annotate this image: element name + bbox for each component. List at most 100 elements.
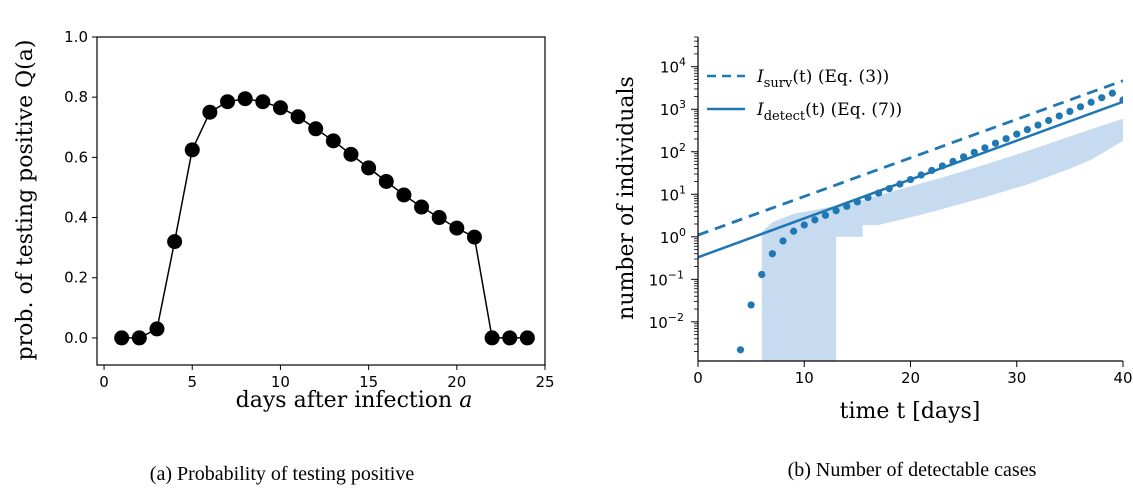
detectable-cases-point [736, 346, 745, 354]
detectable-cases-point [1066, 107, 1074, 115]
x-tick-label: 40 [1113, 369, 1132, 387]
q-data-point [325, 133, 341, 149]
detectable-cases-point [1098, 94, 1106, 102]
panel-a-y-ticks: 0.0 0.2 0.4 0.6 0.8 1.0 [64, 28, 97, 347]
detectable-cases-point [1013, 130, 1021, 138]
detectable-cases-point [991, 139, 1000, 147]
panel-b: 0 10 20 30 40 104 103 102 101 100 10−1 10−2 Isurv(… [614, 36, 1133, 481]
detectable-cases-point [811, 216, 819, 224]
panel-b-y-axis-label: number of individuals [614, 76, 639, 320]
detectable-cases-point [917, 171, 925, 179]
detectable-cases-point [1002, 135, 1010, 143]
detectable-cases-point [938, 162, 946, 170]
panel-b-y-ticks: 104 103 102 101 100 10−1 10−2 [649, 36, 698, 352]
detectable-cases-point [928, 166, 936, 175]
q-data-point [484, 330, 500, 346]
q-data-point [378, 173, 394, 189]
y-tick-label: 1.0 [64, 28, 88, 46]
detectable-cases-point [1087, 98, 1095, 106]
detectable-cases-point [779, 237, 787, 245]
q-data-point [220, 94, 236, 110]
detectable-cases-point [1076, 103, 1085, 111]
x-tick-label: 0 [99, 373, 109, 391]
y-tick-label: 0.4 [64, 209, 88, 227]
panel-a-x-axis-label: days after infection a [236, 388, 473, 413]
y-tick-label: 101 [660, 183, 686, 204]
q-data-point [272, 100, 288, 116]
detectable-cases-point [896, 180, 904, 188]
y-tick-label: 102 [660, 141, 686, 162]
detectable-cases-point [821, 211, 830, 219]
q-data-point [519, 330, 535, 346]
detectable-cases-point [843, 202, 851, 210]
i-surv-dashed-line [698, 79, 1123, 237]
q-data-point [131, 330, 147, 346]
detectable-cases-point [853, 198, 861, 206]
detectable-cases-point [970, 148, 978, 156]
q-data-point [114, 330, 130, 346]
y-tick-label: 0.2 [64, 269, 88, 287]
detectable-cases-point [949, 157, 957, 166]
x-tick-label: 20 [901, 369, 920, 387]
detectable-cases-point [758, 270, 766, 279]
q-data-point [466, 229, 482, 245]
q-data-point [149, 321, 165, 337]
x-tick-label: 30 [1007, 369, 1026, 387]
detectable-cases-point [1055, 112, 1063, 120]
detectable-cases-point [800, 221, 808, 229]
detectable-cases-point [1119, 96, 1123, 104]
q-data-point [255, 94, 271, 110]
panel-b-x-ticks: 0 10 20 30 40 [693, 361, 1133, 387]
q-data-point [361, 160, 377, 176]
panel-b-x-axis-label: time t [days] [840, 399, 981, 424]
panel-b-legend: Isurv(t) (Eq. (3)) Idetect(t) (Eq. (7)) [707, 67, 902, 124]
q-data-point [431, 210, 447, 226]
panel-a-y-axis-label: prob. of testing positive Q(a) [13, 40, 38, 361]
x-tick-label: 25 [535, 373, 554, 391]
legend-entry-detect: Idetect(t) (Eq. (7)) [756, 100, 902, 124]
q-data-point [343, 146, 359, 162]
detectable-cases-point [960, 153, 968, 161]
q-data-point [237, 91, 253, 107]
q-data-point [449, 220, 465, 236]
detectable-cases-point [747, 301, 755, 309]
q-data-point [202, 104, 218, 120]
q-data-point [414, 199, 430, 215]
panel-b-caption: (b) Number of detectable cases [788, 459, 1037, 481]
confidence-band [761, 118, 1123, 361]
y-tick-label: 103 [660, 98, 686, 119]
detectable-cases-point [1108, 89, 1116, 97]
detectable-cases-point [875, 189, 883, 197]
q-data-point [308, 121, 324, 137]
panel-a-caption: (a) Probability of testing positive [150, 463, 415, 485]
panel-a-x-ticks: 0 5 10 15 20 25 [99, 365, 555, 391]
detectable-cases-point [1045, 116, 1053, 125]
panel-a: 0 5 10 15 20 25 0.0 0.2 0.4 0.6 0.8 1.0 days after… [13, 28, 555, 485]
q-data-point [167, 234, 183, 250]
detectable-cases-point [906, 175, 915, 184]
y-tick-label: 10−1 [649, 268, 684, 289]
y-tick-label: 0.0 [64, 329, 88, 347]
detectable-cases-point [1034, 121, 1042, 129]
y-tick-label: 104 [660, 56, 686, 77]
y-tick-label: 100 [660, 226, 686, 247]
x-tick-label: 5 [187, 373, 197, 391]
detectable-cases-point [1023, 126, 1031, 134]
detectable-cases-point [790, 227, 798, 235]
q-data-point [290, 109, 306, 125]
q-data-point [184, 142, 200, 158]
y-tick-label: 0.6 [64, 148, 88, 166]
detectable-cases-point [981, 144, 989, 152]
q-data-point [396, 187, 412, 203]
x-tick-label: 0 [693, 369, 703, 387]
x-tick-label: 20 [447, 373, 466, 391]
panel-a-plot-area [114, 91, 535, 346]
y-tick-label: 10−2 [649, 311, 684, 332]
q-data-point [502, 330, 518, 346]
x-tick-label: 10 [795, 369, 814, 387]
detectable-cases-point [832, 207, 840, 215]
detectable-cases-point [768, 250, 776, 258]
x-tick-label: 15 [359, 373, 378, 391]
